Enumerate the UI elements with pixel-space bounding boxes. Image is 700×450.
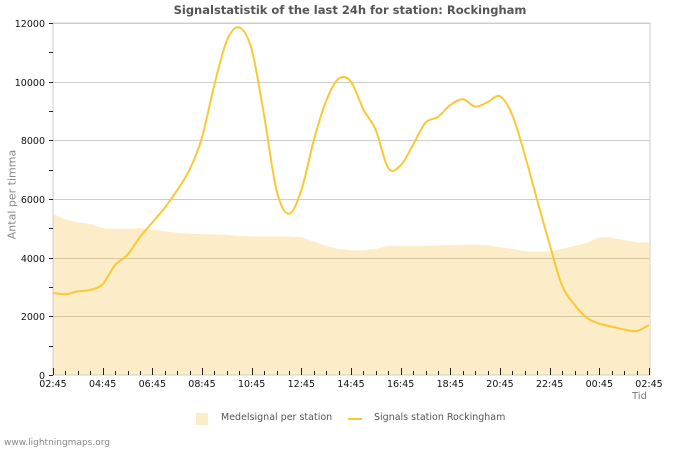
y-axis-ticks: 0 2000 4000 6000 8000 10000 12000: [15, 19, 53, 382]
x-axis-label: Tid: [632, 391, 647, 402]
average-signal-area: [53, 213, 649, 375]
x-tick-label: 06:45: [139, 379, 166, 390]
x-tick-label: 12:45: [288, 379, 315, 390]
x-tick-label: 04:45: [89, 379, 116, 390]
x-tick-label: 02:45: [635, 379, 662, 390]
x-tick-label: 22:45: [536, 379, 563, 390]
credit-link[interactable]: www.lightningmaps.org: [4, 438, 110, 448]
x-tick-label: 14:45: [337, 379, 364, 390]
y-tick-label: 4000: [21, 254, 45, 265]
y-tick-label: 2000: [21, 312, 45, 323]
x-tick-label: 16:45: [387, 379, 414, 390]
x-tick-label: 20:45: [486, 379, 513, 390]
y-tick-label: 8000: [21, 136, 45, 147]
station-signal-line: [52, 26, 650, 333]
y-tick-label: 10000: [15, 78, 45, 89]
gridlines-over-area: [53, 258, 649, 317]
legend-average-label: Medelsignal per station: [221, 412, 333, 423]
chart-title: Signalstatistik of the last 24h for stat…: [173, 3, 527, 17]
y-tick-label: 0: [39, 371, 45, 382]
x-tick-label: 08:45: [188, 379, 215, 390]
y-tick-label: 12000: [15, 19, 45, 30]
y-tick-label: 6000: [21, 195, 45, 206]
average-swatch-icon: [196, 413, 208, 425]
x-tick-label: 02:45: [39, 379, 66, 390]
legend-signal-label: Signals station Rockingham: [374, 412, 506, 423]
x-tick-label: 00:45: [586, 379, 613, 390]
x-tick-label: 10:45: [238, 379, 265, 390]
signal-line-icon: [348, 418, 362, 420]
x-axis-ticks: 02:45 04:45 06:45 08:45 10:45 12:45 14:45 16:45…: [39, 368, 663, 390]
y-axis-label: Antal per timma: [5, 149, 19, 240]
x-tick-label: 18:45: [437, 379, 464, 390]
